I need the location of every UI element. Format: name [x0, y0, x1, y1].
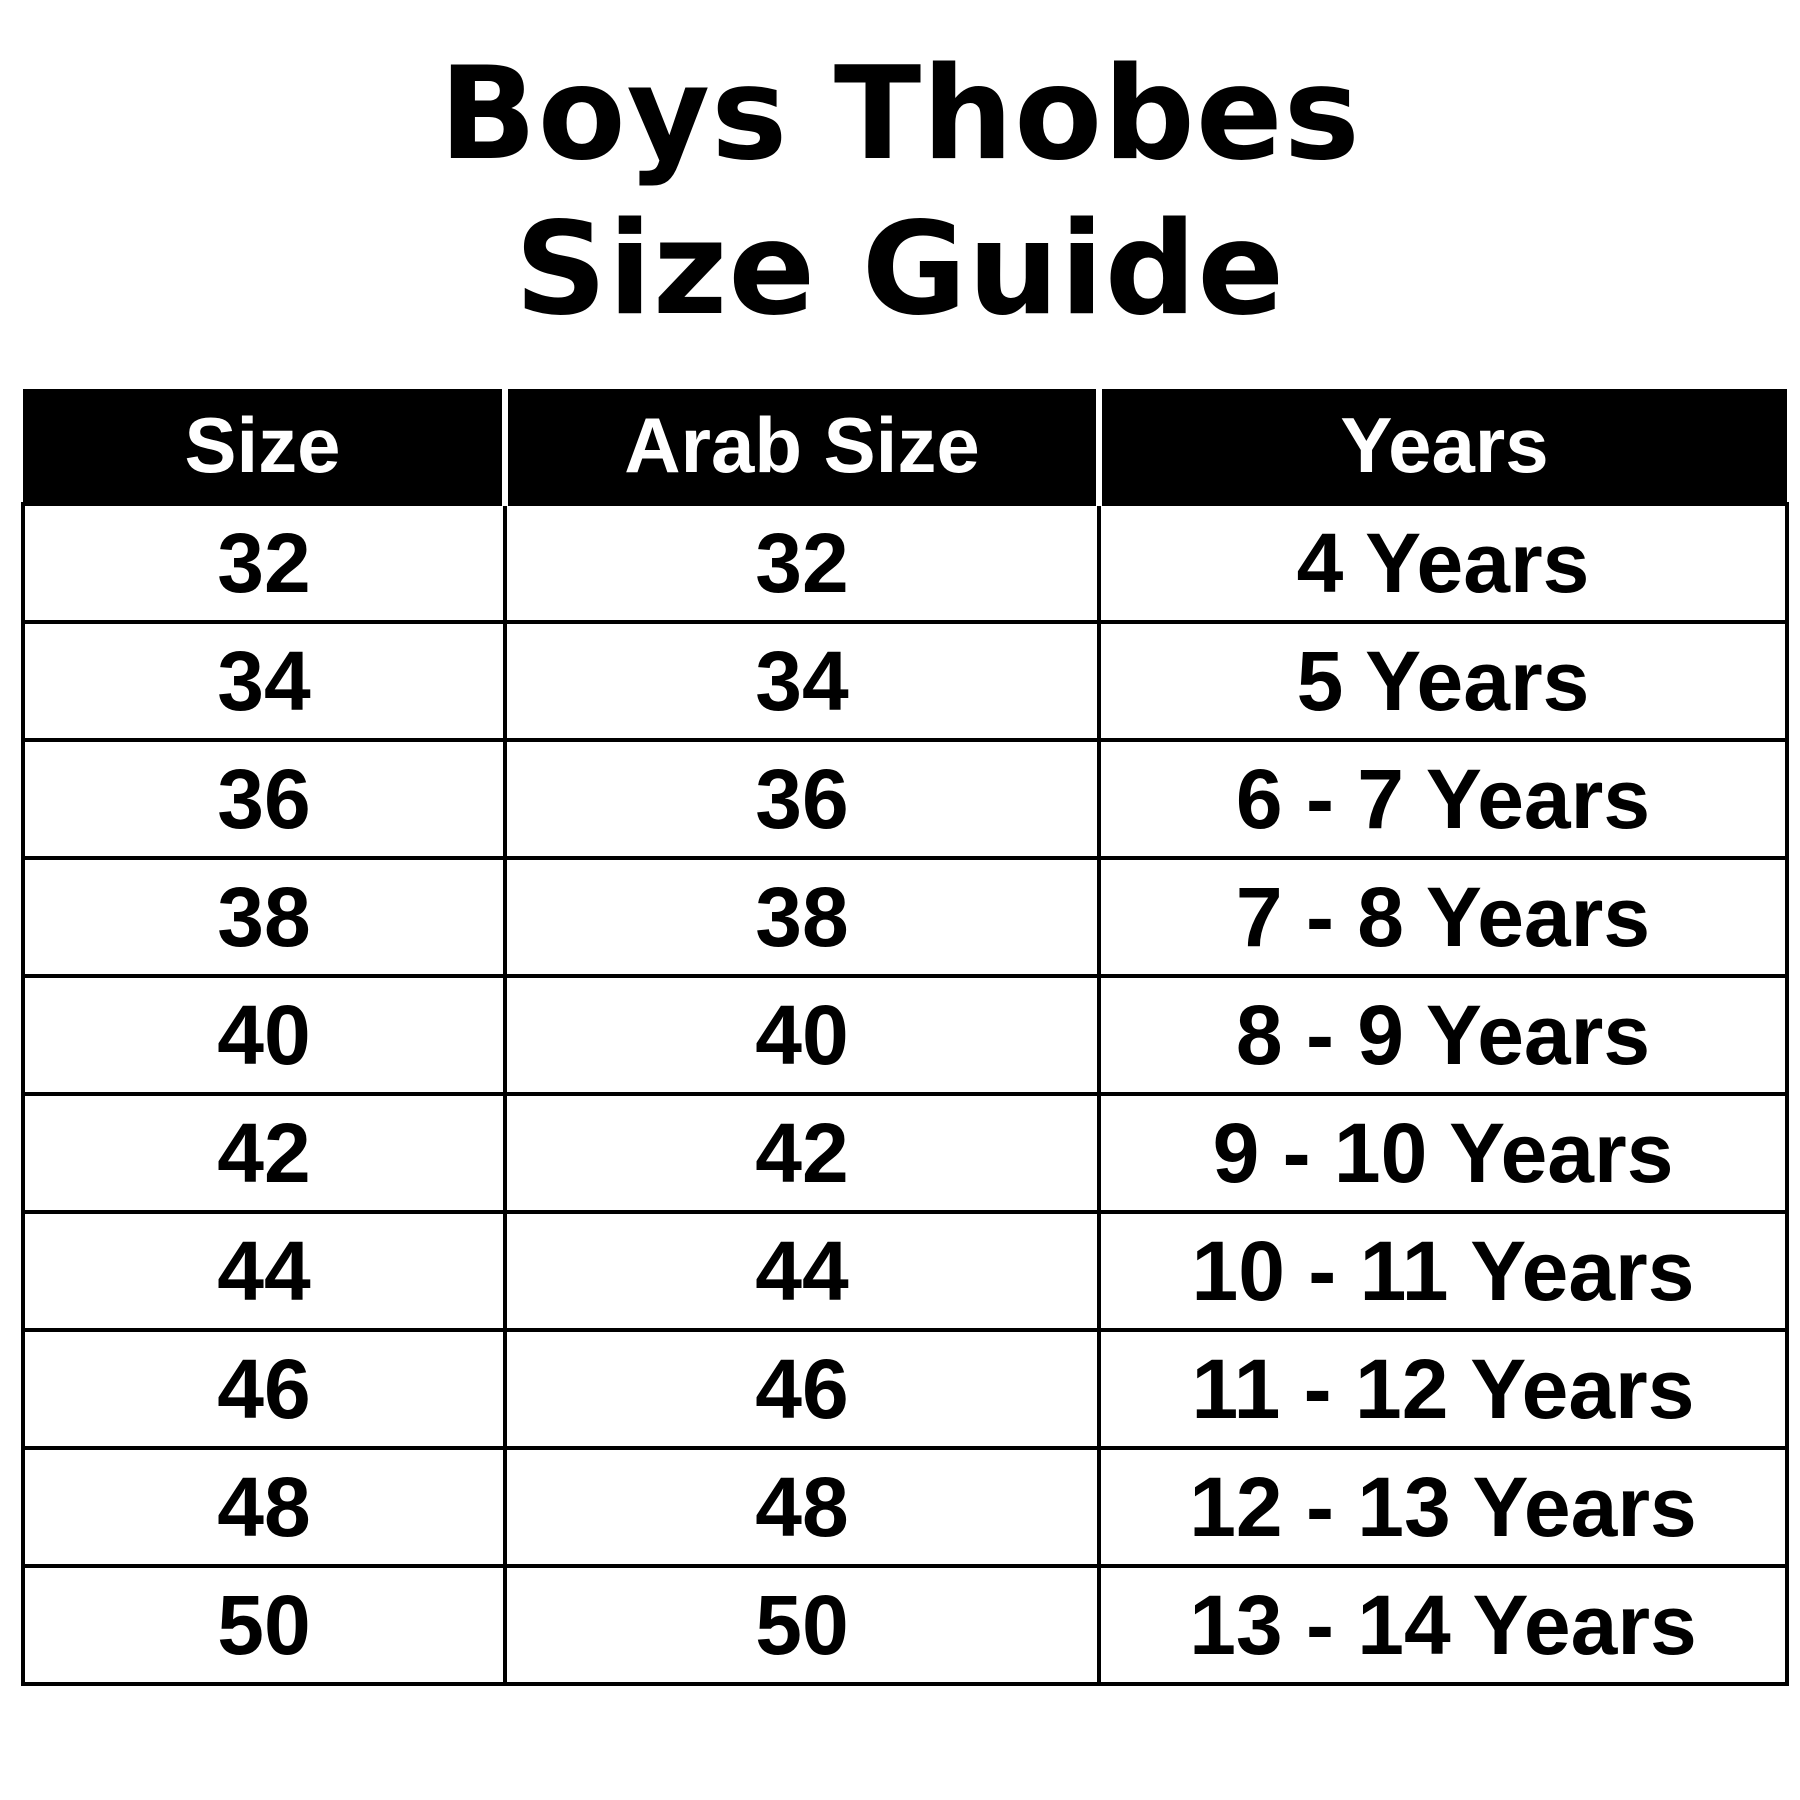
cell-years: 5 Years — [1097, 620, 1789, 742]
cell-years: 7 - 8 Years — [1097, 856, 1789, 978]
cell-years: 4 Years — [1097, 502, 1789, 624]
cell-size: 40 — [21, 974, 507, 1096]
size-guide-table: Size Arab Size Years 32 32 4 Years 34 34 5 Ye… — [21, 389, 1789, 1686]
cell-years: 13 - 14 Years — [1097, 1564, 1789, 1686]
cell-years: 10 - 11 Years — [1097, 1210, 1789, 1332]
cell-arab-size: 46 — [503, 1328, 1101, 1450]
header-years: Years — [1096, 389, 1787, 504]
title-line-1: Boys Thobes — [439, 40, 1361, 189]
cell-size: 36 — [21, 738, 507, 860]
cell-years: 9 - 10 Years — [1097, 1092, 1789, 1214]
table-row: 32 32 4 Years — [21, 502, 1789, 624]
cell-arab-size: 34 — [503, 620, 1101, 742]
cell-size: 32 — [21, 502, 507, 624]
table-row: 36 36 6 - 7 Years — [21, 738, 1789, 860]
cell-size: 46 — [21, 1328, 507, 1450]
cell-arab-size: 42 — [503, 1092, 1101, 1214]
cell-size: 44 — [21, 1210, 507, 1332]
table-row: 42 42 9 - 10 Years — [21, 1092, 1789, 1214]
cell-arab-size: 40 — [503, 974, 1101, 1096]
cell-size: 50 — [21, 1564, 507, 1686]
cell-years: 6 - 7 Years — [1097, 738, 1789, 860]
cell-arab-size: 36 — [503, 738, 1101, 860]
table-row: 50 50 13 - 14 Years — [21, 1564, 1789, 1686]
cell-arab-size: 32 — [503, 502, 1101, 624]
header-size: Size — [23, 389, 505, 504]
cell-size: 48 — [21, 1446, 507, 1568]
cell-years: 11 - 12 Years — [1097, 1328, 1789, 1450]
cell-arab-size: 38 — [503, 856, 1101, 978]
table-row: 46 46 11 - 12 Years — [21, 1328, 1789, 1450]
cell-years: 12 - 13 Years — [1097, 1446, 1789, 1568]
cell-size: 34 — [21, 620, 507, 742]
table-row: 38 38 7 - 8 Years — [21, 856, 1789, 978]
table-row: 44 44 10 - 11 Years — [21, 1210, 1789, 1332]
cell-arab-size: 44 — [503, 1210, 1101, 1332]
table-row: 34 34 5 Years — [21, 620, 1789, 742]
cell-size: 42 — [21, 1092, 507, 1214]
table-row: 48 48 12 - 13 Years — [21, 1446, 1789, 1568]
cell-size: 38 — [21, 856, 507, 978]
table-row: 40 40 8 - 9 Years — [21, 974, 1789, 1096]
title-line-2: Size Guide — [514, 195, 1286, 344]
cell-years: 8 - 9 Years — [1097, 974, 1789, 1096]
header-row: Size Arab Size Years — [23, 389, 1787, 504]
cell-arab-size: 50 — [503, 1564, 1101, 1686]
header-arab-size: Arab Size — [502, 389, 1099, 504]
cell-arab-size: 48 — [503, 1446, 1101, 1568]
